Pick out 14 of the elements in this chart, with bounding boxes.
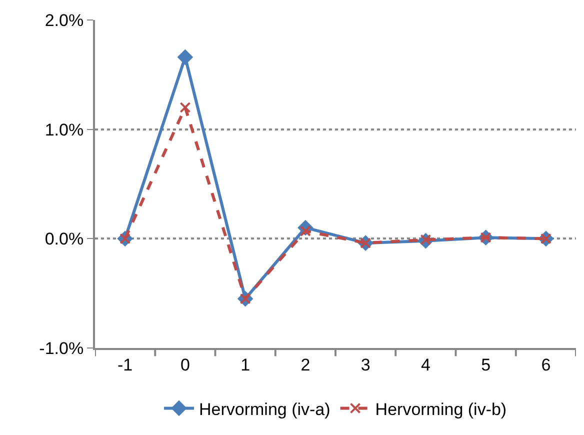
x-tick-label: 0 — [180, 355, 190, 374]
x-tick-label: 3 — [360, 355, 370, 374]
x-tick-label: 6 — [541, 355, 551, 374]
x-tick-label: 2 — [300, 355, 310, 374]
legend-label: Hervorming (iv-b) — [375, 400, 507, 419]
y-tick-label: 1.0% — [44, 120, 84, 140]
x-tick-label: 1 — [240, 355, 250, 374]
y-tick-label: -1.0% — [39, 338, 84, 358]
y-tick-label: 2.0% — [44, 10, 84, 30]
x-tick-label: 5 — [481, 355, 491, 374]
y-tick-label: 0.0% — [44, 230, 84, 249]
x-tick-label: 4 — [420, 355, 430, 374]
legend-label: Hervorming (iv-a) — [199, 400, 330, 419]
x-tick-label: -1 — [117, 355, 133, 374]
